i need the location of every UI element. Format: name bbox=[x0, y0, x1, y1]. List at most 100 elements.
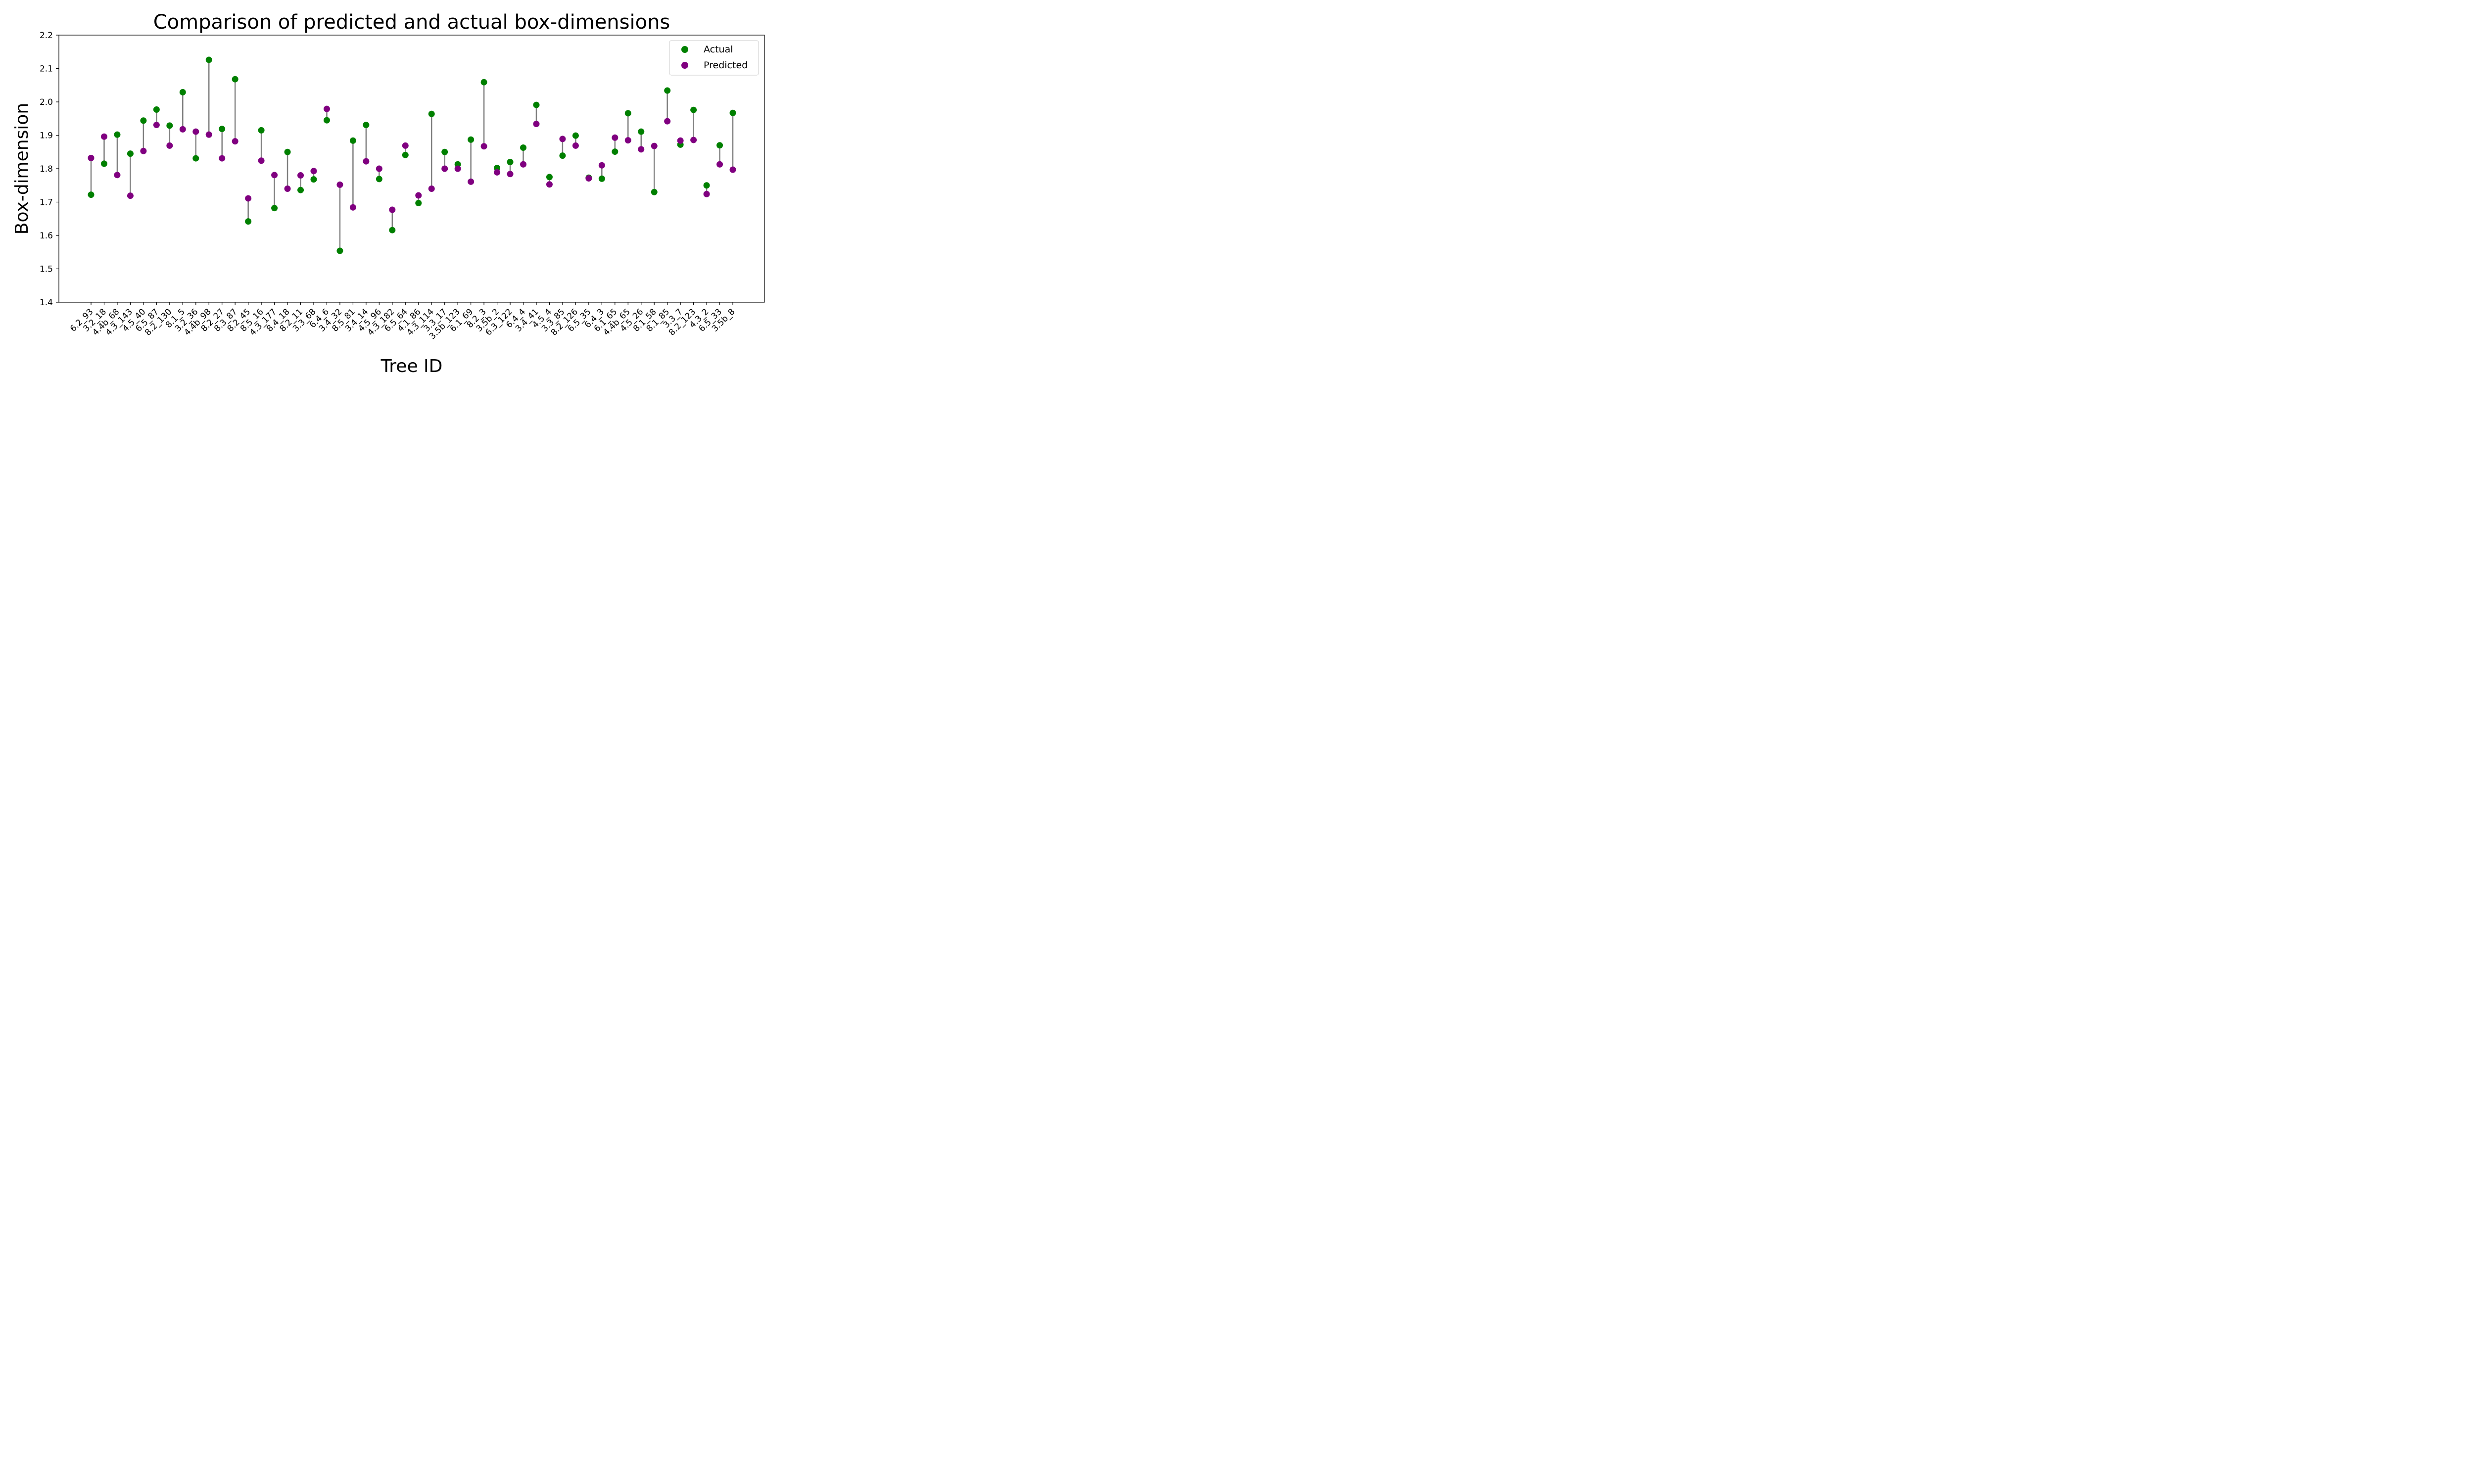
point-actual bbox=[127, 150, 134, 157]
point-predicted bbox=[559, 136, 566, 142]
point-actual bbox=[520, 144, 527, 151]
point-predicted bbox=[677, 137, 684, 144]
chart-background bbox=[0, 0, 765, 382]
point-actual bbox=[690, 106, 697, 113]
point-actual bbox=[219, 126, 226, 133]
y-tick-label: 2.1 bbox=[40, 64, 53, 74]
point-actual bbox=[363, 122, 370, 129]
point-actual bbox=[402, 151, 409, 158]
point-actual bbox=[205, 56, 212, 63]
point-actual bbox=[468, 136, 475, 143]
point-actual bbox=[507, 159, 514, 165]
point-predicted bbox=[219, 155, 226, 162]
y-tick-label: 1.5 bbox=[40, 265, 53, 275]
y-tick-label: 2.2 bbox=[40, 31, 53, 41]
point-actual bbox=[480, 79, 487, 86]
point-actual bbox=[376, 176, 382, 183]
point-actual bbox=[428, 110, 435, 117]
point-actual bbox=[245, 218, 252, 225]
point-predicted bbox=[336, 181, 343, 188]
point-predicted bbox=[88, 154, 95, 161]
point-actual bbox=[140, 117, 147, 124]
y-tick-label: 1.7 bbox=[40, 198, 53, 208]
point-actual bbox=[729, 109, 736, 116]
point-predicted bbox=[310, 168, 317, 175]
point-actual bbox=[389, 227, 396, 233]
point-predicted bbox=[716, 161, 723, 168]
point-predicted bbox=[153, 122, 160, 129]
y-tick-label: 1.9 bbox=[40, 131, 53, 141]
point-predicted bbox=[507, 171, 514, 178]
point-predicted bbox=[349, 204, 356, 211]
point-predicted bbox=[284, 186, 291, 192]
point-actual bbox=[258, 127, 265, 134]
point-predicted bbox=[651, 142, 658, 149]
point-predicted bbox=[494, 169, 501, 176]
point-actual bbox=[323, 117, 330, 124]
point-predicted bbox=[428, 186, 435, 192]
point-predicted bbox=[664, 118, 671, 125]
point-predicted bbox=[100, 133, 107, 140]
point-actual bbox=[415, 200, 422, 207]
point-predicted bbox=[690, 137, 697, 143]
point-actual bbox=[664, 87, 671, 94]
point-predicted bbox=[271, 172, 278, 179]
point-predicted bbox=[468, 178, 475, 185]
point-predicted bbox=[624, 137, 631, 144]
point-actual bbox=[336, 247, 343, 254]
chart-title: Comparison of predicted and actual box-d… bbox=[153, 11, 670, 34]
point-actual bbox=[310, 176, 317, 183]
point-actual bbox=[297, 186, 304, 193]
point-predicted bbox=[140, 147, 147, 154]
point-actual bbox=[179, 89, 186, 95]
point-predicted bbox=[179, 126, 186, 133]
point-actual bbox=[153, 106, 160, 113]
point-predicted bbox=[480, 143, 487, 150]
legend-marker-actual bbox=[681, 46, 688, 53]
point-actual bbox=[100, 160, 107, 167]
point-actual bbox=[533, 101, 540, 108]
y-tick-label: 1.8 bbox=[40, 164, 53, 174]
point-predicted bbox=[376, 165, 382, 172]
point-predicted bbox=[127, 192, 134, 199]
point-actual bbox=[271, 205, 278, 212]
legend-label-predicted: Predicted bbox=[704, 60, 748, 71]
point-predicted bbox=[205, 131, 212, 138]
point-actual bbox=[192, 155, 199, 162]
legend: Actual Predicted bbox=[669, 40, 759, 76]
point-actual bbox=[559, 152, 566, 159]
point-predicted bbox=[585, 175, 592, 182]
point-actual bbox=[624, 110, 631, 117]
point-predicted bbox=[638, 146, 645, 153]
point-predicted bbox=[166, 142, 173, 149]
point-actual bbox=[349, 137, 356, 144]
point-actual bbox=[88, 191, 95, 198]
point-actual bbox=[572, 132, 579, 139]
legend-label-actual: Actual bbox=[704, 44, 733, 55]
legend-marker-predicted bbox=[681, 62, 688, 69]
point-predicted bbox=[612, 134, 618, 141]
point-predicted bbox=[258, 157, 265, 164]
point-predicted bbox=[389, 206, 396, 213]
point-predicted bbox=[297, 172, 304, 179]
point-actual bbox=[441, 148, 448, 155]
point-actual bbox=[284, 148, 291, 155]
point-actual bbox=[612, 148, 618, 155]
point-predicted bbox=[441, 165, 448, 172]
point-actual bbox=[598, 175, 605, 182]
y-tick-label: 1.4 bbox=[40, 298, 53, 308]
point-actual bbox=[651, 188, 658, 195]
chart: Comparison of predicted and actual box-d… bbox=[0, 0, 765, 382]
y-tick-label: 1.6 bbox=[40, 231, 53, 241]
point-predicted bbox=[245, 195, 252, 202]
point-actual bbox=[114, 131, 121, 138]
point-predicted bbox=[572, 142, 579, 149]
x-axis-label: Tree ID bbox=[381, 356, 443, 376]
point-predicted bbox=[729, 166, 736, 173]
point-predicted bbox=[415, 192, 422, 199]
y-axis-label: Box-dimension bbox=[12, 103, 32, 234]
point-predicted bbox=[454, 165, 461, 172]
point-predicted bbox=[192, 128, 199, 135]
point-predicted bbox=[363, 158, 370, 165]
point-predicted bbox=[546, 181, 553, 188]
